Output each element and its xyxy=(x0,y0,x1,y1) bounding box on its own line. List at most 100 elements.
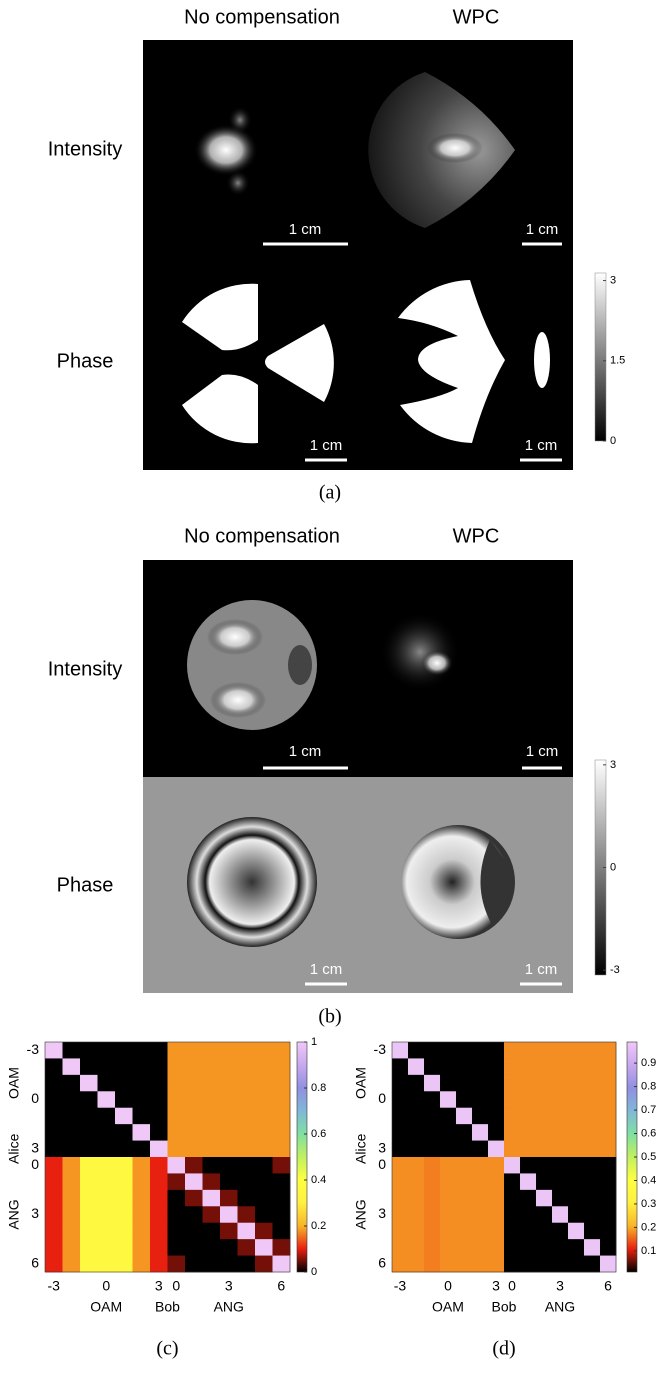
heatmap-cell xyxy=(238,1223,256,1240)
heatmap-cell xyxy=(220,1206,238,1223)
y-tick-label: 3 xyxy=(31,1205,39,1221)
heatmap-cell xyxy=(552,1239,568,1256)
caption: (b) xyxy=(318,1006,341,1028)
heatmap-cell xyxy=(392,1223,408,1240)
y-tick-label: 3 xyxy=(378,1205,386,1221)
heatmap-cell xyxy=(273,1190,291,1207)
heatmap-cell xyxy=(115,1091,133,1108)
colorbar-tick-label: 0.3 xyxy=(641,1198,656,1210)
heatmap-cell xyxy=(98,1206,116,1223)
heatmap-cell xyxy=(440,1223,456,1240)
heatmap-cell xyxy=(238,1042,256,1059)
heatmap-cell xyxy=(424,1173,440,1190)
heatmap-cell xyxy=(203,1058,221,1075)
x-tick-label: 3 xyxy=(225,1278,233,1294)
intensity-spot xyxy=(427,133,483,163)
heatmap-cell xyxy=(568,1239,584,1256)
heatmap-cell xyxy=(115,1206,133,1223)
heatmap-cell xyxy=(408,1091,424,1108)
heatmap-cell xyxy=(600,1223,616,1240)
heatmap-cell xyxy=(220,1190,238,1207)
heatmap-cell xyxy=(220,1042,238,1059)
scale-label: 1 cm xyxy=(289,221,322,238)
heatmap-cell xyxy=(520,1042,536,1059)
heatmap-cell xyxy=(45,1256,63,1273)
heatmap-cell xyxy=(273,1256,291,1273)
heatmap-cell xyxy=(98,1256,116,1273)
heatmap-cell xyxy=(584,1157,600,1174)
heatmap-cell xyxy=(185,1124,203,1141)
heatmap-cell xyxy=(440,1141,456,1158)
heatmap-cell xyxy=(584,1173,600,1190)
heatmap-cell xyxy=(456,1223,472,1240)
heatmap-cell xyxy=(408,1124,424,1141)
heatmap-cell xyxy=(203,1141,221,1158)
heatmap-cell xyxy=(80,1091,98,1108)
heatmap-cell xyxy=(98,1141,116,1158)
row-label: Intensity xyxy=(48,658,122,680)
heatmap-cell xyxy=(488,1239,504,1256)
x-group-label: OAM xyxy=(90,1299,122,1315)
heatmap-cell xyxy=(568,1075,584,1092)
heatmap-cell xyxy=(238,1058,256,1075)
heatmap-cell xyxy=(150,1157,168,1174)
heatmap-cell xyxy=(456,1206,472,1223)
colorbar xyxy=(297,1042,307,1272)
colorbar-tick-label: 0.6 xyxy=(311,1128,326,1140)
y-tick-label: -3 xyxy=(27,1041,40,1057)
heatmap-cell xyxy=(472,1124,488,1141)
x-tick-label: 0 xyxy=(444,1278,452,1294)
heatmap-cell xyxy=(168,1058,186,1075)
heatmap-cell xyxy=(472,1206,488,1223)
heatmap-cell xyxy=(45,1190,63,1207)
heatmap-cell xyxy=(488,1091,504,1108)
heatmap-cell xyxy=(255,1239,273,1256)
heatmap-cell xyxy=(133,1075,151,1092)
y-group-label: OAM xyxy=(6,1067,22,1099)
x-group-label: OAM xyxy=(432,1299,464,1315)
heatmap-cell xyxy=(520,1075,536,1092)
heatmap-cell xyxy=(45,1157,63,1174)
heatmap-cell xyxy=(504,1058,520,1075)
heatmap-cell xyxy=(584,1239,600,1256)
panel-a: No compensation WPC Intensity Phase 1 cm… xyxy=(48,6,606,503)
intensity-spot xyxy=(421,650,453,676)
heatmap-cell xyxy=(98,1173,116,1190)
heatmap-cell xyxy=(488,1108,504,1125)
heatmap-cell xyxy=(440,1239,456,1256)
heatmap-cell xyxy=(273,1058,291,1075)
heatmap-cell xyxy=(203,1157,221,1174)
heatmap-cell xyxy=(63,1108,81,1125)
heatmap-cell xyxy=(568,1256,584,1273)
heatmap-cell xyxy=(456,1108,472,1125)
heatmap-cell xyxy=(185,1206,203,1223)
heatmap-cell xyxy=(150,1058,168,1075)
heatmap-cell xyxy=(408,1157,424,1174)
heatmap-cell xyxy=(456,1058,472,1075)
heatmap-cell xyxy=(520,1058,536,1075)
heatmap-cell xyxy=(408,1075,424,1092)
heatmap-cell xyxy=(568,1206,584,1223)
heatmap-cell xyxy=(408,1223,424,1240)
heatmap-cell xyxy=(504,1256,520,1273)
heatmap-cell xyxy=(568,1173,584,1190)
heatmap-cell xyxy=(600,1206,616,1223)
heatmap-cell xyxy=(456,1239,472,1256)
colorbar-tick-label: 0.1 xyxy=(641,1245,656,1257)
heatmap-cell xyxy=(392,1157,408,1174)
colorbar-tick-label: 0 xyxy=(311,1266,317,1278)
heatmap-cell xyxy=(98,1239,116,1256)
heatmap-cell xyxy=(568,1091,584,1108)
colorbar-tick-label: 1 xyxy=(311,1036,317,1048)
y-tick-label: 3 xyxy=(378,1139,386,1155)
heatmap-cell xyxy=(536,1157,552,1174)
heatmap-cell xyxy=(238,1091,256,1108)
heatmap-cell xyxy=(185,1058,203,1075)
y-group-label: ANG xyxy=(6,1199,22,1229)
heatmap-cell xyxy=(150,1141,168,1158)
heatmap-cell xyxy=(63,1141,81,1158)
heatmap-cell xyxy=(273,1108,291,1125)
heatmap-cell xyxy=(600,1042,616,1059)
heatmap-cell xyxy=(392,1124,408,1141)
heatmap-cell xyxy=(273,1124,291,1141)
